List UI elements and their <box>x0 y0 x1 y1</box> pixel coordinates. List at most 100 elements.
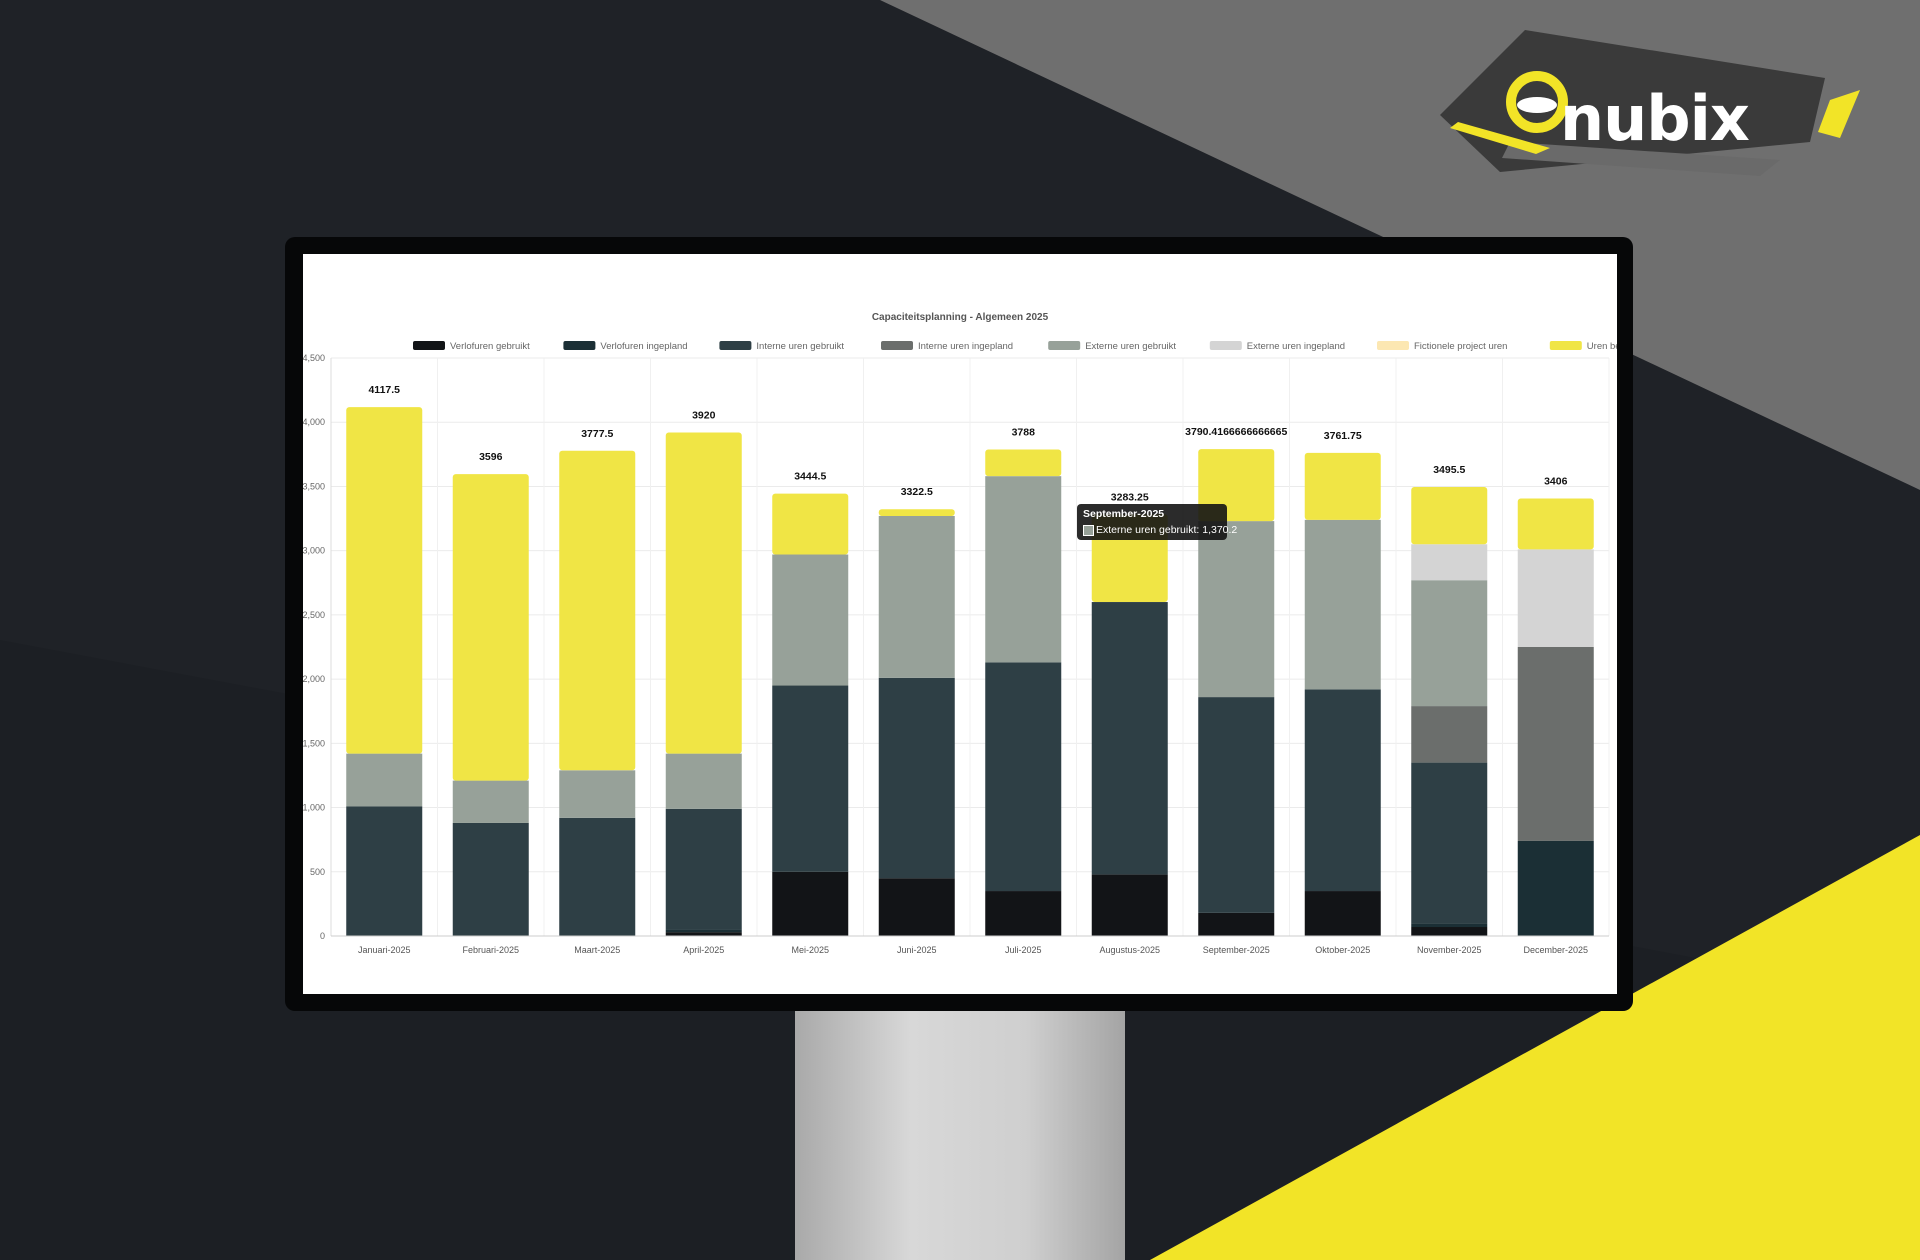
bar-segment-8-7 <box>1198 449 1275 522</box>
bar-segment-9-2 <box>1304 689 1381 892</box>
legend-swatch-1 <box>563 341 596 350</box>
bar-segment-5-4 <box>878 515 955 678</box>
x-tick-label-6: Juli-2025 <box>1005 945 1042 955</box>
tooltip-title: September-2025 <box>1083 508 1165 520</box>
bar-segment-1-7 <box>452 474 529 781</box>
legend-label-7: Uren beschikbaar <box>1587 341 1617 352</box>
bar-segment-3-2 <box>665 808 742 930</box>
x-tick-label-10: November-2025 <box>1417 945 1482 955</box>
logo-text: nubix <box>1560 82 1750 155</box>
legend-swatch-0 <box>413 341 445 350</box>
legend-label-1: Verlofuren ingepland <box>600 341 687 352</box>
stacked-bar-chart: Capaciteitsplanning - Algemeen 2025 Verlo… <box>303 312 1617 955</box>
total-label-9: 3761.75 <box>1324 430 1362 442</box>
legend-label-2: Interne uren gebruikt <box>756 341 844 352</box>
bar-segment-4-0 <box>772 871 849 936</box>
y-tick-label-6: 3,000 <box>303 546 325 556</box>
x-tick-label-9: Oktober-2025 <box>1315 945 1370 955</box>
bar-segment-0-4 <box>346 753 423 807</box>
legend-swatch-5 <box>1209 341 1242 350</box>
x-tick-label-7: Augustus-2025 <box>1099 945 1160 955</box>
bar-segment-1-2 <box>452 822 529 936</box>
bar-segment-10-1 <box>1411 923 1488 928</box>
legend-swatch-6 <box>1377 341 1409 350</box>
legend-swatch-2 <box>719 341 752 350</box>
bar-segment-3-1 <box>665 929 742 933</box>
x-tick-label-8: September-2025 <box>1203 945 1270 955</box>
bar-segment-9-0 <box>1304 891 1381 936</box>
legend-label-0: Verlofuren gebruikt <box>450 341 530 352</box>
bar-segment-5-7 <box>878 509 955 516</box>
bar-segment-0-7 <box>346 407 423 754</box>
bar-segment-5-0 <box>878 878 955 936</box>
legend-swatch-7 <box>1549 341 1582 350</box>
bar-segment-9-7 <box>1304 452 1381 520</box>
tooltip-body: Externe uren gebruikt: 1,370.2 <box>1096 524 1238 536</box>
bar-segment-1-4 <box>452 780 529 823</box>
y-tick-label-1: 500 <box>310 867 325 877</box>
bar-segment-11-3 <box>1517 647 1594 841</box>
bar-segment-10-5 <box>1411 544 1488 581</box>
bar-segment-10-2 <box>1411 762 1488 924</box>
x-tick-label-11: December-2025 <box>1523 945 1588 955</box>
bar-segment-8-2 <box>1198 697 1275 913</box>
bar-segment-11-1 <box>1517 840 1594 936</box>
x-tick-label-3: April-2025 <box>683 945 724 955</box>
bar-segment-10-3 <box>1411 706 1488 763</box>
legend-swatch-4 <box>1048 341 1081 350</box>
bar-segment-3-4 <box>665 753 742 809</box>
bar-segment-2-2 <box>559 817 636 936</box>
y-tick-label-3: 1,500 <box>303 738 325 748</box>
legend-label-3: Interne uren ingepland <box>918 341 1013 352</box>
bar-segment-11-5 <box>1517 549 1594 647</box>
legend-swatch-3 <box>881 341 913 350</box>
x-tick-label-4: Mei-2025 <box>791 945 829 955</box>
x-tick-label-0: Januari-2025 <box>358 945 411 955</box>
y-tick-label-2: 1,000 <box>303 803 325 813</box>
y-tick-label-9: 4,500 <box>303 353 325 363</box>
bar-segment-3-7 <box>665 432 742 754</box>
chart-tooltip: September-2025 Externe uren gebruikt: 1,… <box>1077 504 1237 540</box>
total-label-10: 3495.5 <box>1433 464 1465 476</box>
bar-segment-4-4 <box>772 554 849 686</box>
bar-segment-11-7 <box>1517 498 1594 550</box>
legend-label-6: Fictionele project uren <box>1414 341 1507 352</box>
total-label-11: 3406 <box>1544 476 1568 488</box>
chart-screen: Capaciteitsplanning - Algemeen 2025 Verlo… <box>303 254 1617 994</box>
bar-segment-8-4 <box>1198 521 1275 698</box>
bar-segment-5-2 <box>878 677 955 879</box>
bar-segment-3-0 <box>665 932 742 936</box>
bar-segment-8-0 <box>1198 912 1275 936</box>
total-label-5: 3322.5 <box>901 486 933 498</box>
total-label-0: 4117.5 <box>368 384 400 396</box>
bar-segment-10-4 <box>1411 580 1488 707</box>
y-tick-label-7: 3,500 <box>303 481 325 491</box>
x-tick-label-1: Februari-2025 <box>462 945 519 955</box>
tooltip-swatch <box>1083 525 1094 536</box>
bar-segment-7-0 <box>1091 874 1168 936</box>
total-label-4: 3444.5 <box>794 471 826 483</box>
bar-segment-4-2 <box>772 685 849 872</box>
total-label-3: 3920 <box>692 409 716 421</box>
x-tick-label-2: Maart-2025 <box>574 945 620 955</box>
legend-label-5: Externe uren ingepland <box>1247 341 1345 352</box>
bar-segment-6-7 <box>985 449 1062 477</box>
yellow-accent-shape <box>1150 835 1920 1260</box>
y-tick-label-4: 2,000 <box>303 674 325 684</box>
bar-segment-6-2 <box>985 662 1062 892</box>
monitor-stand <box>795 1011 1125 1260</box>
bar-segment-0-2 <box>346 806 423 936</box>
bar-segment-4-7 <box>772 493 849 555</box>
y-tick-label-5: 2,500 <box>303 610 325 620</box>
bar-segment-2-7 <box>559 450 636 771</box>
bar-segment-6-4 <box>985 476 1062 663</box>
chart-title: Capaciteitsplanning - Algemeen 2025 <box>872 312 1049 323</box>
bar-segment-9-4 <box>1304 519 1381 690</box>
total-label-8: 3790.4166666666665 <box>1185 426 1287 438</box>
total-label-2: 3777.5 <box>581 428 613 440</box>
total-label-7: 3283.25 <box>1111 491 1149 503</box>
bar-segment-10-0 <box>1411 927 1488 936</box>
bar-segment-2-4 <box>559 770 636 818</box>
bar-segment-7-2 <box>1091 602 1168 875</box>
legend-label-4: Externe uren gebruikt <box>1085 341 1176 352</box>
